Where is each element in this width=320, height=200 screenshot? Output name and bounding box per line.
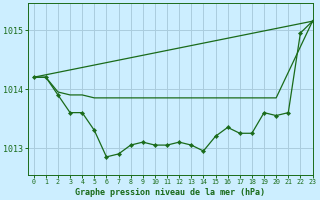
X-axis label: Graphe pression niveau de la mer (hPa): Graphe pression niveau de la mer (hPa)	[75, 188, 265, 197]
